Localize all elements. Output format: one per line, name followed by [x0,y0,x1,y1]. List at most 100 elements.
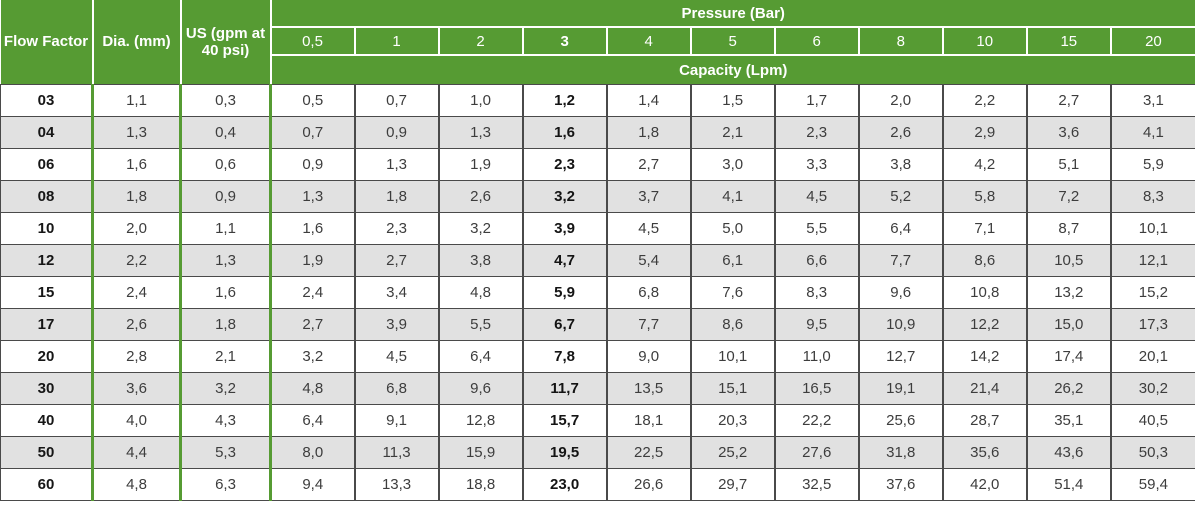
capacity-cell: 25,6 [858,404,944,437]
capacity-cell: 43,6 [1026,436,1112,469]
capacity-cell: 11,7 [522,372,608,405]
capacity-cell: 59,4 [1110,468,1195,501]
capacity-cell: 9,1 [354,404,440,437]
pressure-column-header: 0,5 [270,27,356,56]
dia-cell: 4,4 [92,436,182,469]
table-row: 06 1,6 0,6 0,9 1,3 1,9 2,3 2,7 3,0 3,3 3,8 4,2 5,1 5,… [0,148,1195,181]
capacity-cell: 4,1 [1110,116,1195,149]
capacity-cell: 7,8 [522,340,608,373]
us-gpm-cell: 0,3 [180,84,272,117]
dia-cell: 3,6 [92,372,182,405]
capacity-cell: 10,5 [1026,244,1112,277]
capacity-cell: 28,7 [942,404,1028,437]
flow-factor-cell: 04 [0,116,94,149]
capacity-cell: 42,0 [942,468,1028,501]
us-gpm-cell: 0,4 [180,116,272,149]
us-gpm-cell: 0,6 [180,148,272,181]
capacity-cell: 9,4 [270,468,356,501]
capacity-cell: 2,3 [354,212,440,245]
capacity-cell: 4,5 [774,180,860,213]
flow-factor-header: Flow Factor [0,0,94,85]
dia-header: Dia. (mm) [92,0,182,85]
table-row: 15 2,4 1,6 2,4 3,4 4,8 5,9 6,8 7,6 8,3 9,6 10,8 13,2… [0,276,1195,309]
capacity-cell: 35,1 [1026,404,1112,437]
capacity-cell: 7,6 [690,276,776,309]
capacity-cell: 20,3 [690,404,776,437]
capacity-cell: 18,1 [606,404,692,437]
pressure-bar-header: Pressure (Bar) [270,0,1195,28]
dia-cell: 2,2 [92,244,182,277]
capacity-cell: 6,4 [858,212,944,245]
capacity-cell: 6,4 [270,404,356,437]
capacity-cell: 1,3 [270,180,356,213]
capacity-cell: 22,5 [606,436,692,469]
capacity-cell: 50,3 [1110,436,1195,469]
capacity-cell: 10,9 [858,308,944,341]
capacity-cell: 17,4 [1026,340,1112,373]
capacity-cell: 2,7 [606,148,692,181]
capacity-cell: 0,7 [354,84,440,117]
capacity-cell: 3,7 [606,180,692,213]
capacity-cell: 4,1 [690,180,776,213]
capacity-cell: 2,9 [942,116,1028,149]
table-row: 08 1,8 0,9 1,3 1,8 2,6 3,2 3,7 4,1 4,5 5,2 5,8 7,2 8,… [0,180,1195,213]
dia-cell: 2,6 [92,308,182,341]
table-row: 50 4,4 5,3 8,0 11,3 15,9 19,5 22,5 25,2 27,6 31,8 3… [0,436,1195,469]
capacity-cell: 0,7 [270,116,356,149]
capacity-cell: 23,0 [522,468,608,501]
table-row: 20 2,8 2,1 3,2 4,5 6,4 7,8 9,0 10,1 11,0 12,7 14,2 1… [0,340,1195,373]
capacity-cell: 4,2 [942,148,1028,181]
us-gpm-cell: 1,6 [180,276,272,309]
capacity-cell: 1,7 [774,84,860,117]
capacity-cell: 3,4 [354,276,440,309]
pressure-column-header: 8 [858,27,944,56]
capacity-cell: 1,9 [270,244,356,277]
flow-factor-cell: 40 [0,404,94,437]
capacity-cell: 1,6 [270,212,356,245]
us-gpm-cell: 4,3 [180,404,272,437]
capacity-cell: 3,9 [354,308,440,341]
capacity-cell: 1,4 [606,84,692,117]
capacity-cell: 37,6 [858,468,944,501]
capacity-cell: 12,8 [438,404,524,437]
capacity-cell: 26,2 [1026,372,1112,405]
capacity-cell: 13,2 [1026,276,1112,309]
capacity-cell: 1,2 [522,84,608,117]
capacity-cell: 0,9 [354,116,440,149]
us-gpm-cell: 5,3 [180,436,272,469]
capacity-cell: 29,7 [690,468,776,501]
capacity-cell: 16,5 [774,372,860,405]
capacity-cell: 2,3 [522,148,608,181]
capacity-cell: 2,7 [354,244,440,277]
capacity-cell: 27,6 [774,436,860,469]
us-gpm-cell: 2,1 [180,340,272,373]
us-gpm-header: US (gpm at 40 psi) [180,0,272,85]
flow-factor-cell: 15 [0,276,94,309]
dia-cell: 4,8 [92,468,182,501]
table-row: 10 2,0 1,1 1,6 2,3 3,2 3,9 4,5 5,0 5,5 6,4 7,1 8,7 10… [0,212,1195,245]
dia-cell: 4,0 [92,404,182,437]
dia-cell: 2,0 [92,212,182,245]
capacity-cell: 21,4 [942,372,1028,405]
capacity-cell: 3,0 [690,148,776,181]
capacity-cell: 15,7 [522,404,608,437]
capacity-cell: 1,0 [438,84,524,117]
capacity-cell: 5,2 [858,180,944,213]
table-row: 40 4,0 4,3 6,4 9,1 12,8 15,7 18,1 20,3 22,2 25,6 28… [0,404,1195,437]
capacity-cell: 8,6 [942,244,1028,277]
capacity-cell: 3,2 [438,212,524,245]
capacity-cell: 5,0 [690,212,776,245]
capacity-cell: 6,4 [438,340,524,373]
capacity-cell: 2,0 [858,84,944,117]
dia-cell: 2,4 [92,276,182,309]
capacity-cell: 3,1 [1110,84,1195,117]
table-body: 03 1,1 0,3 0,5 0,7 1,0 1,2 1,4 1,5 1,7 2,0 2,2 2,7 3,… [0,84,1195,501]
table-header: Flow Factor Dia. (mm) US (gpm at 40 psi)… [0,0,1195,85]
pressure-values-row: 0,5 1 2 3 4 5 6 8 10 15 20 [1,27,1195,56]
capacity-cell: 4,5 [354,340,440,373]
capacity-cell: 32,5 [774,468,860,501]
pressure-column-header: 4 [606,27,692,56]
pressure-column-header: 10 [942,27,1028,56]
capacity-cell: 31,8 [858,436,944,469]
capacity-cell: 7,7 [606,308,692,341]
